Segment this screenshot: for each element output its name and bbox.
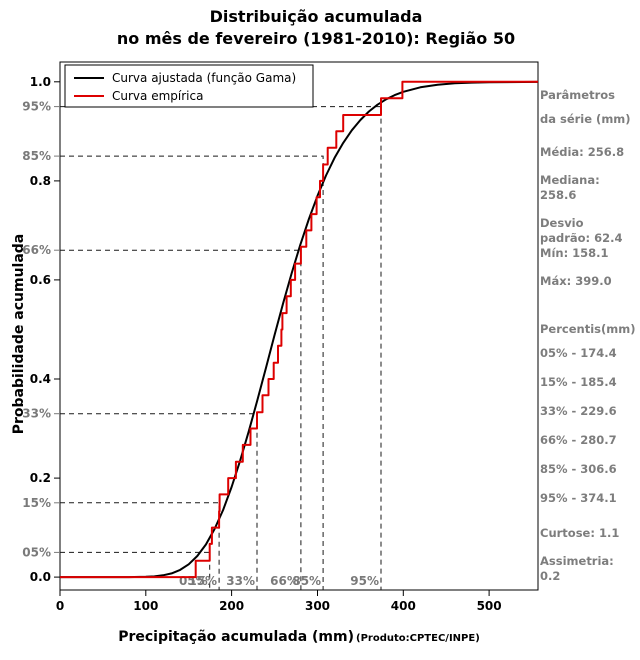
x-tick-label: 0 (56, 599, 64, 613)
percentile-x-label: 95% (350, 574, 379, 588)
percentile-x-label: 66% (270, 574, 299, 588)
stat-line: Máx: 399.0 (540, 273, 612, 288)
percentile-line: 95% - 374.1 (540, 491, 617, 506)
percentile-y-label: 15% (22, 496, 51, 510)
percentile-y-label: 85% (22, 149, 51, 163)
stats-list: Média: 256.8 Mediana: 258.6 Desvio padrão:… (540, 145, 637, 289)
y-tick-label: 1.0 (30, 75, 51, 89)
percentile-line: 66% - 280.7 (540, 433, 617, 448)
chart-title-line1: Distribuição acumulada (209, 7, 423, 26)
percentile-x-label: 33% (226, 574, 255, 588)
percentile-y-label: 95% (22, 100, 51, 114)
stat-line: Média: 256.8 (540, 144, 625, 159)
y-tick-label: 0.0 (30, 570, 51, 584)
panel-header-params-1: Parâmetros (540, 88, 616, 102)
chart-title: Distribuição acumulada no mês de feverei… (0, 6, 632, 50)
x-tick-label: 100 (133, 599, 158, 613)
stat-line: Desvio padrão: 62.4 Mín: 158.1 (540, 215, 623, 260)
percentile-line: 05% - 174.4 (540, 346, 617, 361)
shape-stat-line: Assimetria: 0.2 (540, 553, 614, 583)
y-axis-label: Probabilidade acumulada (11, 233, 27, 435)
panel-header-percentiles: Percentis(mm) (540, 322, 636, 337)
producer-credit: (Produto:CPTEC/INPE) (356, 633, 480, 644)
x-tick-label: 200 (219, 599, 244, 613)
percentile-x-label: 85% (292, 574, 321, 588)
x-tick-label: 500 (477, 599, 502, 613)
legend-box (64, 64, 314, 108)
percentile-guide (60, 502, 220, 590)
empirical-curve (60, 80, 538, 579)
y-tick-label: 0.4 (30, 372, 51, 386)
fitted-curve (60, 80, 539, 579)
percentile-y-label: 05% (22, 545, 51, 559)
percentile-guide (60, 249, 302, 590)
y-tick-label: 0.8 (30, 174, 51, 188)
x-tick-label: 400 (391, 599, 416, 613)
percentile-y-label: 33% (22, 407, 51, 421)
legend-label: Curva ajustada (função Gama) (112, 71, 296, 85)
percentile-line: 85% - 306.6 (540, 462, 617, 477)
plot-frame (59, 61, 539, 591)
panel-header-params-2: da série (mm) (540, 111, 631, 126)
percentile-guide (60, 155, 324, 590)
stat-line: Mediana: 258.6 (540, 172, 600, 202)
chart-title-line2: no mês de fevereiro (1981-2010): Região … (116, 29, 516, 48)
y-tick-label: 0.2 (30, 471, 51, 485)
x-axis-label: Precipitação acumulada (mm) (118, 629, 355, 645)
x-axis-label-row: Precipitação acumulada (mm) (Produto:CPTE… (60, 626, 538, 645)
percentiles-list: 05% - 174.4 15% - 185.4 33% - 229.6 66% - 2… (540, 346, 637, 506)
legend-label: Curva empírica (112, 89, 203, 103)
percentile-guide (60, 106, 382, 590)
stats-panel: Parâmetros da série (mm) Média: 256.8 Med… (540, 88, 637, 597)
percentile-line: 33% - 229.6 (540, 404, 617, 419)
percentile-guide (60, 551, 211, 590)
percentile-guide (60, 413, 258, 590)
x-tick-label: 300 (305, 599, 330, 613)
shape-stat-line: Curtose: 1.1 (540, 526, 620, 540)
percentile-line: 15% - 185.4 (540, 375, 617, 390)
y-tick-label: 0.6 (30, 273, 51, 287)
percentile-y-label: 66% (22, 243, 51, 257)
shape-stats-list: Curtose: 1.1 Assimetria: 0.2 (540, 526, 637, 584)
